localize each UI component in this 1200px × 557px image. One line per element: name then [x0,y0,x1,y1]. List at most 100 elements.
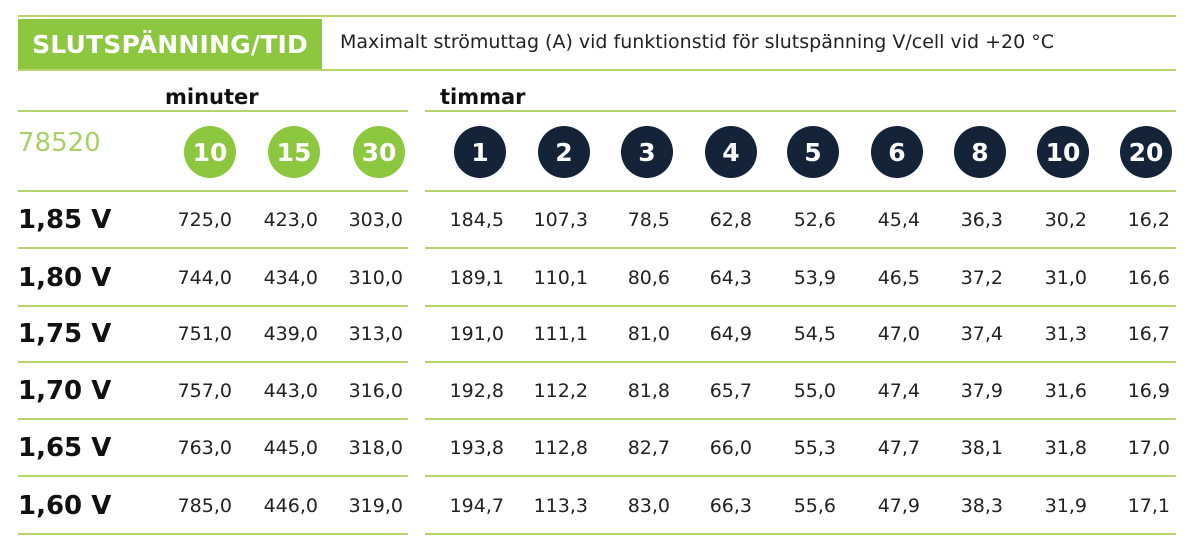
table-cell: 112,2 [533,380,588,402]
header-bottom-rule [18,190,408,192]
row-voltage-label: 1,70 V [18,376,112,406]
header-bottom-rule [425,190,1176,192]
table-cell: 81,0 [627,323,670,345]
table-cell: 194,7 [449,495,504,517]
table-cell: 83,0 [627,495,670,517]
row-voltage-label: 1,85 V [18,205,112,235]
table-cell: 47,7 [877,437,920,459]
table-cell: 439,0 [263,323,318,345]
table-cell: 16,7 [1127,323,1170,345]
row-divider [425,418,1176,420]
table-cell: 38,1 [960,437,1003,459]
table-cell: 763,0 [177,437,232,459]
row-divider [425,305,1176,307]
table-cell: 38,3 [960,495,1003,517]
table-cell: 193,8 [449,437,504,459]
table-cell: 17,1 [1127,495,1170,517]
table-cell: 82,7 [627,437,670,459]
table-cell: 62,8 [709,209,752,231]
column-badge-minutes-30: 30 [353,126,405,178]
header-tag: SLUTSPÄNNING/TID [18,19,322,69]
column-badge-hours-1: 1 [454,126,506,178]
row-divider [425,475,1176,477]
table-cell: 31,0 [1044,267,1087,289]
table-cell: 423,0 [263,209,318,231]
table-cell: 37,9 [960,380,1003,402]
table-cell: 81,8 [627,380,670,402]
header-rule [18,69,1176,71]
table-cell: 31,8 [1044,437,1087,459]
table-cell: 757,0 [177,380,232,402]
table-cell: 31,6 [1044,380,1087,402]
group-rule-hours [425,110,1176,112]
row-voltage-label: 1,65 V [18,433,112,463]
minutes-label: minuter [165,85,259,109]
table-cell: 785,0 [177,495,232,517]
table-cell: 55,0 [793,380,836,402]
table-cell: 31,3 [1044,323,1087,345]
table-cell: 16,9 [1127,380,1170,402]
column-badge-minutes-15: 15 [268,126,320,178]
table-cell: 47,9 [877,495,920,517]
table-cell: 316,0 [348,380,403,402]
model-number: 78520 [18,128,101,158]
table-cell: 445,0 [263,437,318,459]
table-cell: 751,0 [177,323,232,345]
table-cell: 53,9 [793,267,836,289]
table-cell: 184,5 [449,209,504,231]
column-badge-hours-8: 8 [954,126,1006,178]
table-cell: 192,8 [449,380,504,402]
table-cell: 112,8 [533,437,588,459]
table-cell: 30,2 [1044,209,1087,231]
table-cell: 113,3 [533,495,588,517]
table-cell: 46,5 [877,267,920,289]
table-cell: 191,0 [449,323,504,345]
table-cell: 37,4 [960,323,1003,345]
table-cell: 189,1 [449,267,504,289]
table-cell: 45,4 [877,209,920,231]
table-cell: 64,3 [709,267,752,289]
row-divider [18,475,408,477]
table-cell: 36,3 [960,209,1003,231]
table-cell: 47,0 [877,323,920,345]
table-cell: 66,0 [709,437,752,459]
table-cell: 303,0 [348,209,403,231]
table-cell: 111,1 [533,323,588,345]
row-divider [18,418,408,420]
table-cell: 110,1 [533,267,588,289]
column-badge-hours-5: 5 [787,126,839,178]
row-voltage-label: 1,60 V [18,491,112,521]
header-description: Maximalt strömuttag (A) vid funktionstid… [340,31,1055,53]
table-cell: 47,4 [877,380,920,402]
table-cell: 319,0 [348,495,403,517]
table-cell: 37,2 [960,267,1003,289]
table-cell: 52,6 [793,209,836,231]
row-divider [425,533,1176,535]
table-cell: 54,5 [793,323,836,345]
row-divider [18,533,408,535]
column-badge-minutes-10: 10 [184,126,236,178]
table-cell: 80,6 [627,267,670,289]
row-divider [425,361,1176,363]
table-cell: 443,0 [263,380,318,402]
column-badge-hours-6: 6 [871,126,923,178]
column-badge-hours-3: 3 [621,126,673,178]
table-cell: 446,0 [263,495,318,517]
table-cell: 55,6 [793,495,836,517]
table-cell: 318,0 [348,437,403,459]
row-voltage-label: 1,75 V [18,319,112,349]
table-cell: 725,0 [177,209,232,231]
row-divider [425,247,1176,249]
table-cell: 16,2 [1127,209,1170,231]
hours-label: timmar [440,85,526,109]
table-cell: 17,0 [1127,437,1170,459]
table-cell: 313,0 [348,323,403,345]
table-cell: 16,6 [1127,267,1170,289]
table-cell: 66,3 [709,495,752,517]
top-rule [18,15,1176,17]
row-divider [18,361,408,363]
row-divider [18,305,408,307]
column-badge-hours-20: 20 [1120,126,1172,178]
row-divider [18,247,408,249]
table-cell: 64,9 [709,323,752,345]
